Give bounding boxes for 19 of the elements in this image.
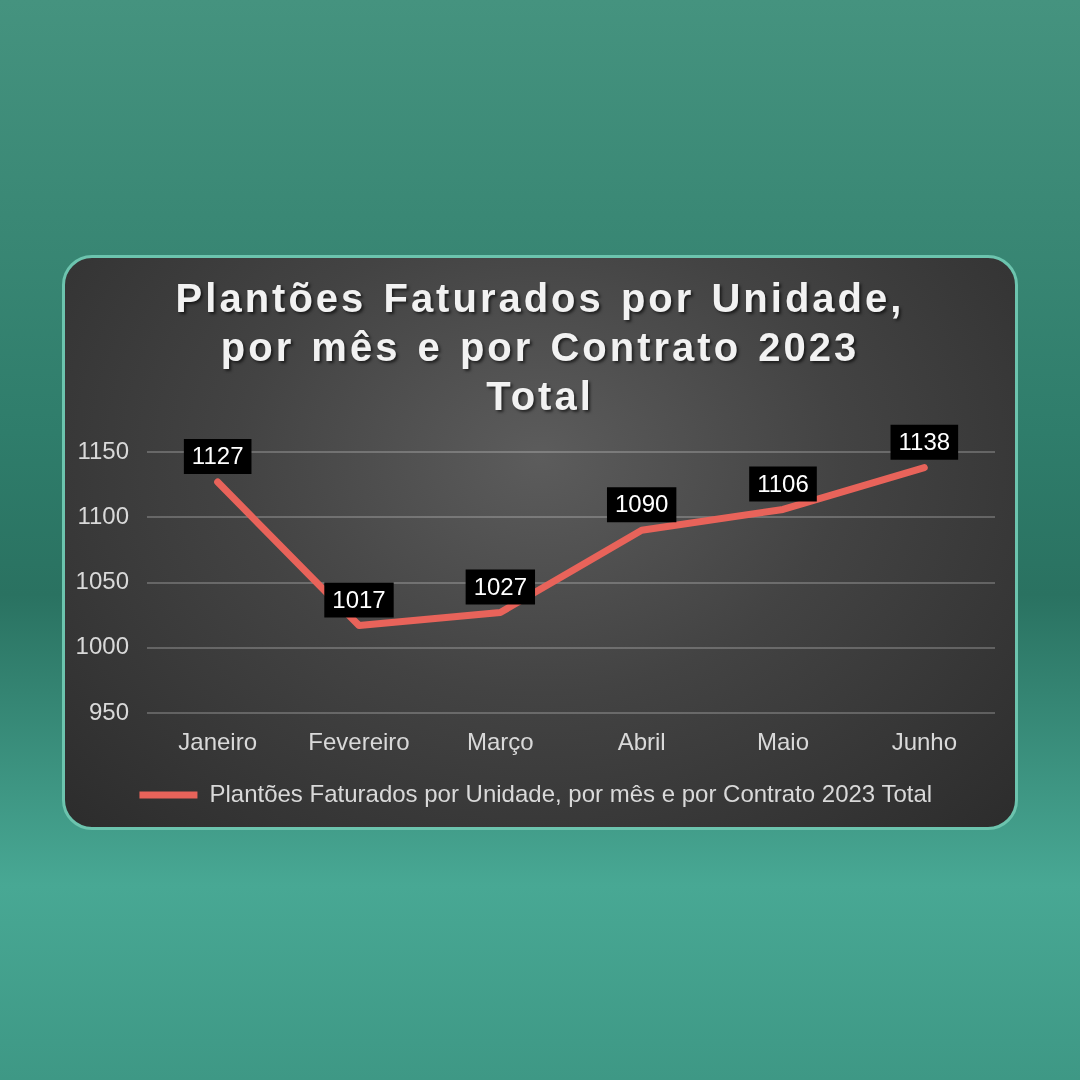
- data-label: 1138: [898, 427, 951, 455]
- y-tick-label: 1100: [77, 501, 129, 529]
- x-tick-label: Fevereiro: [308, 728, 410, 756]
- x-tick-label: Junho: [891, 728, 958, 756]
- x-tick-label: Março: [466, 728, 534, 756]
- data-label: 1027: [473, 572, 528, 600]
- data-label: 1106: [757, 469, 809, 497]
- x-tick-label: Janeiro: [178, 728, 258, 756]
- legend-label: Plantões Faturados por Unidade, por mês e por Contrato 2023 Total: [209, 779, 933, 807]
- data-label: 1127: [191, 442, 244, 470]
- y-tick-label: 1050: [75, 567, 129, 595]
- data-label: 1017: [332, 585, 386, 613]
- data-label: 1090: [614, 490, 669, 518]
- x-tick-label: Maio: [756, 728, 810, 756]
- y-tick-label: 950: [88, 697, 129, 725]
- y-tick-label: 1000: [75, 632, 129, 660]
- chart-title: Plantões Faturados por Unidade, por mês e por Contrato 2023 Total: [174, 275, 906, 420]
- y-tick-label: 1150: [77, 436, 129, 464]
- x-tick-label: Abril: [617, 728, 666, 756]
